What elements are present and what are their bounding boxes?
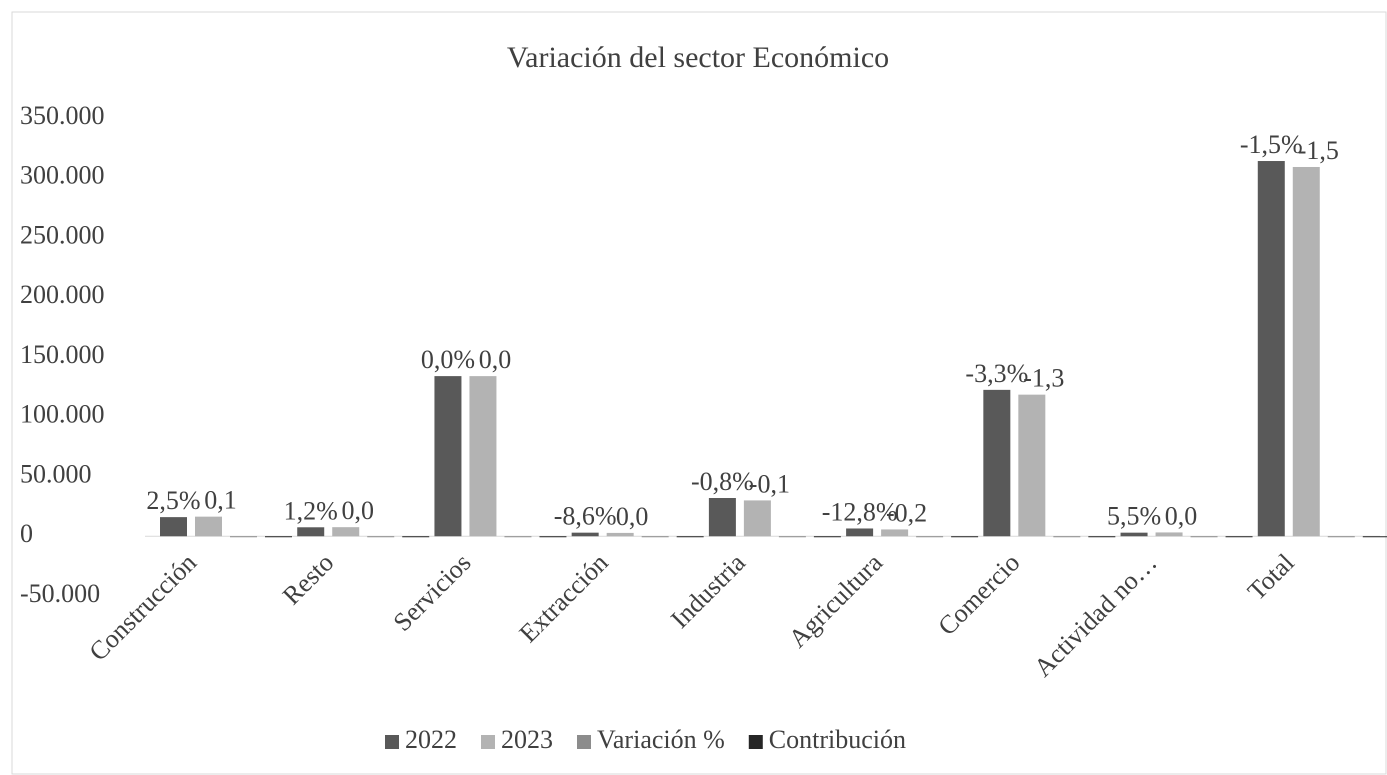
bar bbox=[1053, 536, 1081, 538]
y-tick-label: 150.000 bbox=[20, 340, 105, 369]
chart-frame bbox=[11, 11, 1387, 775]
bar bbox=[434, 376, 462, 537]
bar bbox=[708, 498, 736, 537]
bar bbox=[367, 536, 395, 538]
chart-title: Variación del sector Económico bbox=[507, 41, 889, 74]
bar bbox=[846, 528, 874, 537]
bar bbox=[160, 517, 187, 537]
bar bbox=[571, 532, 599, 537]
bar bbox=[743, 500, 771, 537]
bar bbox=[332, 527, 360, 537]
legend-swatch bbox=[481, 735, 495, 749]
bar bbox=[504, 536, 532, 538]
data-label: 0,0 bbox=[616, 502, 649, 531]
bar bbox=[951, 536, 979, 538]
bar bbox=[1292, 166, 1320, 537]
bar bbox=[813, 536, 841, 538]
y-tick-label: 300.000 bbox=[20, 161, 105, 190]
bar bbox=[1088, 536, 1116, 538]
legend-label: 2023 bbox=[501, 725, 553, 754]
data-label: -0,8% bbox=[691, 467, 754, 496]
data-label: -1,3 bbox=[1023, 364, 1064, 393]
bar bbox=[1257, 161, 1285, 537]
bar bbox=[881, 529, 909, 537]
data-label: 5,5% bbox=[1107, 502, 1161, 531]
y-tick-label: 200.000 bbox=[20, 280, 105, 309]
data-label: 0,0 bbox=[479, 345, 512, 374]
bar bbox=[778, 536, 806, 538]
y-tick-label: -50.000 bbox=[20, 579, 100, 608]
data-label: 1,2% bbox=[284, 496, 338, 525]
legend-swatch bbox=[385, 735, 399, 749]
data-label: 0,1 bbox=[204, 486, 237, 515]
bar bbox=[916, 536, 944, 538]
legend-label: Variación % bbox=[597, 725, 725, 754]
bar bbox=[1155, 532, 1183, 537]
bar bbox=[641, 536, 669, 538]
data-label: -0,1 bbox=[749, 469, 790, 498]
data-label: 0,0 bbox=[1165, 501, 1198, 530]
legend-label: 2022 bbox=[405, 725, 457, 754]
legend-swatch bbox=[577, 735, 591, 749]
data-label: -8,6% bbox=[554, 502, 617, 531]
y-tick-label: 0 bbox=[20, 519, 33, 548]
data-label: -12,8% bbox=[822, 497, 898, 526]
bar bbox=[1225, 536, 1253, 538]
data-label: 2,5% bbox=[146, 486, 200, 515]
y-tick-label: 50.000 bbox=[20, 459, 92, 488]
legend-label: Contribución bbox=[769, 725, 906, 754]
data-label: 0,0 bbox=[341, 496, 374, 525]
data-label: -1,5 bbox=[1298, 136, 1339, 165]
legend-swatch bbox=[748, 735, 763, 749]
bar bbox=[983, 389, 1011, 537]
bar bbox=[1018, 394, 1046, 537]
bar bbox=[230, 536, 257, 538]
bar bbox=[1190, 536, 1218, 538]
bar bbox=[1120, 532, 1148, 537]
data-label: 0,0% bbox=[421, 345, 475, 374]
bar bbox=[297, 527, 325, 537]
data-label: -3,3% bbox=[965, 359, 1028, 388]
bar bbox=[265, 536, 292, 538]
bar bbox=[676, 536, 704, 538]
bar bbox=[402, 536, 430, 538]
y-tick-label: 250.000 bbox=[20, 220, 105, 249]
data-label: -0,2 bbox=[886, 498, 927, 527]
data-label: -1,5% bbox=[1240, 130, 1303, 159]
bar bbox=[606, 532, 634, 537]
bar bbox=[539, 536, 567, 538]
y-tick-label: 100.000 bbox=[20, 400, 105, 429]
bar bbox=[1362, 536, 1387, 538]
bar bbox=[195, 516, 222, 537]
bar bbox=[1327, 536, 1355, 538]
bar bbox=[469, 376, 497, 537]
y-tick-label: 350.000 bbox=[20, 101, 105, 130]
